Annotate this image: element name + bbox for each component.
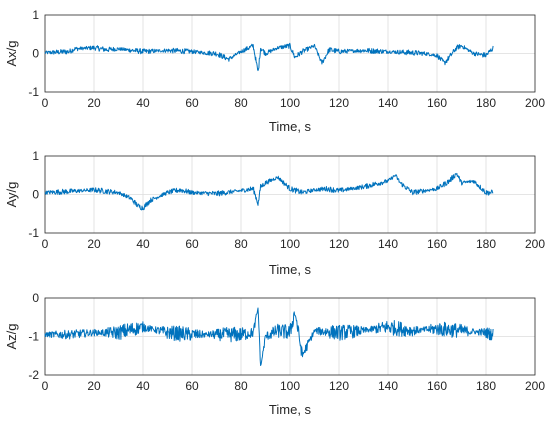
x-tick-label: 120 [329,96,349,110]
x-tick-label: 20 [87,237,101,251]
y-tick-label: 0 [32,47,39,61]
y-axis-label: Az/g [4,323,19,349]
x-tick-label: 180 [476,96,496,110]
y-tick-label: -1 [28,226,39,240]
series-line [44,172,494,211]
x-tick-label: 200 [525,96,545,110]
y-tick-label: 0 [32,291,39,305]
x-tick-label: 0 [42,237,49,251]
x-tick-label: 40 [136,379,150,393]
x-tick-label: 160 [427,379,447,393]
x-tick-label: 120 [329,237,349,251]
x-tick-label: 100 [280,379,300,393]
x-tick-label: 20 [87,379,101,393]
y-tick-label: 1 [32,149,39,163]
x-tick-label: 0 [42,379,49,393]
y-tick-label: -2 [28,368,39,382]
x-tick-label: 140 [378,96,398,110]
x-tick-label: 80 [234,237,248,251]
x-tick-label: 0 [42,96,49,110]
x-tick-label: 40 [136,96,150,110]
x-tick-label: 200 [525,237,545,251]
x-tick-label: 60 [185,96,199,110]
x-tick-label: 100 [280,237,300,251]
chart-panel-3: 0 20 40 60 80 100 120 140 160 180 200 -2 -1 0 Time, s A… [4,291,545,417]
plot-frame [44,155,536,234]
y-tick-label: -1 [28,85,39,99]
x-tick-label: 80 [234,379,248,393]
x-axis-label: Time, s [269,402,312,417]
y-axis-label: Ax/g [4,40,19,66]
x-tick-label: 140 [378,379,398,393]
x-tick-label: 40 [136,237,150,251]
x-tick-label: 180 [476,379,496,393]
x-tick-label: 60 [185,379,199,393]
series-line [44,307,494,366]
series-line [44,42,494,72]
x-tick-label: 60 [185,237,199,251]
x-tick-label: 200 [525,379,545,393]
x-axis-label: Time, s [269,119,312,134]
y-tick-label: 0 [32,188,39,202]
x-tick-label: 160 [427,96,447,110]
x-tick-label: 140 [378,237,398,251]
x-axis-label: Time, s [269,262,312,277]
x-tick-label: 100 [280,96,300,110]
x-tick-label: 20 [87,96,101,110]
x-tick-label: 160 [427,237,447,251]
x-tick-label: 80 [234,96,248,110]
x-tick-label: 120 [329,379,349,393]
y-tick-label: 1 [32,8,39,22]
y-axis-label: Ay/g [4,182,19,208]
x-tick-label: 180 [476,237,496,251]
y-tick-label: -1 [28,330,39,344]
